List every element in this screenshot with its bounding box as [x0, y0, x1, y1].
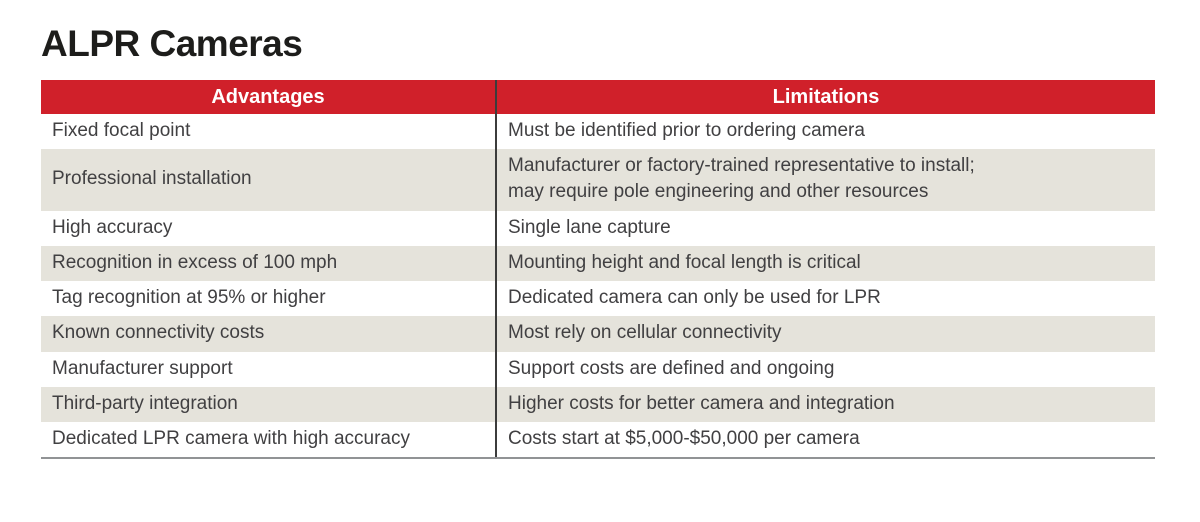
header-advantages: Advantages	[41, 80, 497, 114]
limitation-cell: Single lane capture	[508, 216, 671, 238]
advantage-cell: High accuracy	[41, 210, 497, 246]
table-row: Recognition in excess of 100 mph Mountin…	[41, 245, 1155, 282]
advantage-cell: Dedicated LPR camera with high accuracy	[41, 421, 497, 458]
limitation-cell: Must be identified prior to ordering cam…	[508, 120, 865, 141]
limitation-cell: Most rely on cellular connectivity	[508, 322, 782, 344]
advantage-cell: Professional installation	[41, 149, 497, 211]
advantage-cell: Recognition in excess of 100 mph	[41, 245, 497, 282]
limitation-cell: Costs start at $5,000-$50,000 per camera	[508, 427, 860, 449]
table-row: High accuracy Single lane capture	[41, 210, 1155, 246]
table-body: Fixed focal point Must be identified pri…	[41, 114, 1155, 458]
advantage-cell: Fixed focal point	[41, 114, 497, 150]
table-row: Professional installation Manufacturer o…	[41, 149, 1155, 211]
advantage-cell: Tag recognition at 95% or higher	[41, 281, 497, 317]
table-row: Fixed focal point Must be identified pri…	[41, 114, 1155, 150]
table-header-row: Advantages Limitations	[41, 80, 1155, 114]
advantage-cell: Known connectivity costs	[41, 316, 497, 352]
limitation-cell: Manufacturer or factory-trained represen…	[508, 155, 975, 203]
table-row: Tag recognition at 95% or higher Dedicat…	[41, 281, 1155, 317]
table-row: Dedicated LPR camera with high accuracy …	[41, 421, 1155, 458]
advantage-cell: Manufacturer support	[41, 351, 497, 387]
advantage-cell: Third-party integration	[41, 386, 497, 422]
limitation-cell: Support costs are defined and ongoing	[508, 357, 835, 379]
header-limitations: Limitations	[772, 85, 880, 108]
limitation-cell: Dedicated camera can only be used for LP…	[508, 287, 881, 309]
limitation-cell: Higher costs for better camera and integ…	[508, 392, 895, 414]
alpr-comparison-table: Advantages Limitations Fixed focal point…	[41, 80, 1155, 460]
limitation-cell: Mounting height and focal length is crit…	[508, 251, 861, 273]
table-row: Known connectivity costs Most rely on ce…	[41, 316, 1155, 352]
page-title: ALPR Cameras	[41, 23, 303, 64]
table-row: Third-party integration Higher costs for…	[41, 386, 1155, 422]
table-row: Manufacturer support Support costs are d…	[41, 351, 1155, 387]
